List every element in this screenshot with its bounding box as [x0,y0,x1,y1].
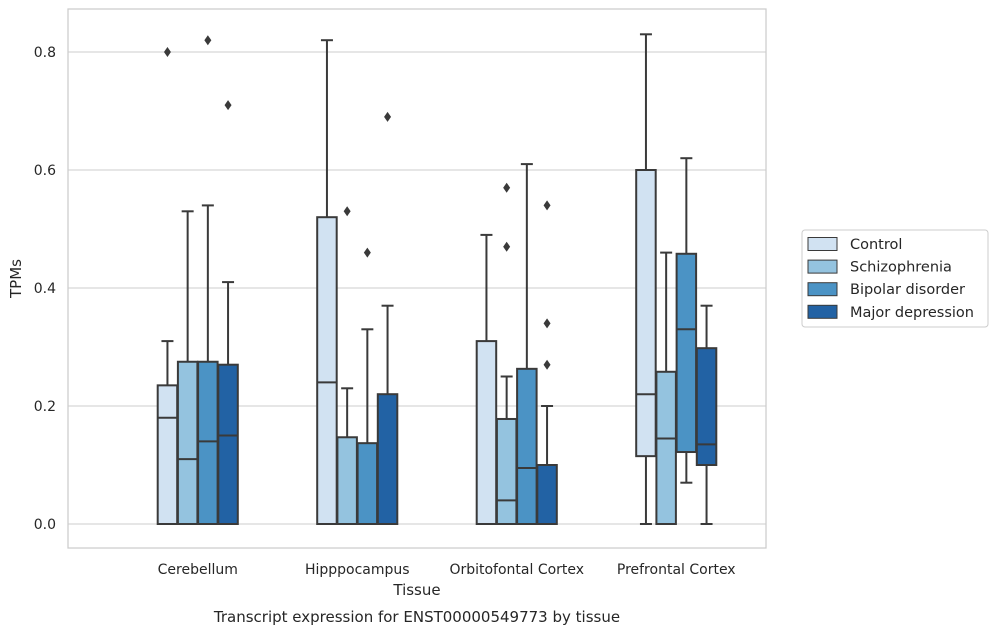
box-iqr [197,360,219,525]
outlier-marker [224,100,232,111]
box-iqr [695,347,718,466]
y-axis-ticks: 0.0 0.2 0.4 0.6 0.8 [34,45,56,533]
x-axis-label: Tissue [392,581,440,599]
box-iqr [635,169,657,458]
box-prefrontal-cortex-major-depression [695,304,718,525]
legend-label-schizophrenia: Schizophrenia [850,260,952,276]
legend-swatch-bipolar-disorder [807,282,838,297]
box-hipppocampus-control [316,39,338,525]
x-tick-label-cerebellum: Cerebellum [158,562,238,578]
box-iqr [156,384,179,525]
x-tick-label-prefrontal-cortex: Prefrontal Cortex [617,562,736,578]
outlier-marker [204,35,212,46]
box-orbitofontal-cortex-major-depression [536,200,558,525]
outlier-marker [543,359,551,370]
box-iqr [655,370,677,525]
outlier-marker [384,111,392,122]
legend-label-major-depression: Major depression [850,305,974,321]
box-iqr [376,393,399,526]
chart-caption: Transcript expression for ENST0000054977… [213,608,620,626]
box-iqr [475,340,498,525]
y-tick-label: 0.2 [34,399,56,415]
legend: Control Schizophrenia Bipolar disorder Majo… [801,229,989,328]
legend-frame [801,229,989,328]
box-iqr [536,464,558,525]
outlier-marker [363,247,371,258]
legend-label-control: Control [850,237,902,253]
box-cerebellum-major-depression [217,100,239,526]
box-prefrontal-cortex-control [635,33,657,525]
outlier-marker [543,200,551,211]
box-cerebellum-control [156,47,179,525]
y-tick-label: 0.8 [34,45,56,61]
boxes [156,33,718,526]
legend-swatch-control [807,237,838,251]
box-hipppocampus-major-depression [376,111,399,526]
box-iqr [356,442,379,526]
legend-swatch-schizophrenia [807,259,838,274]
x-tick-label-orbitofontal-cortex: Orbitofontal Cortex [449,562,584,578]
outlier-marker [163,47,171,57]
box-hipppocampus-schizophrenia [336,206,358,525]
y-axis-label: TPMs [7,259,25,299]
y-tick-label: 0.0 [34,517,56,533]
outlier-marker [343,206,351,217]
box-iqr [675,252,698,454]
outlier-marker [543,318,551,329]
outlier-marker [503,241,511,252]
y-tick-label: 0.4 [34,281,56,297]
box-iqr [217,363,239,526]
box-iqr [176,360,199,525]
box-iqr [495,417,518,526]
box-orbitofontal-cortex-bipolar-disorder [516,163,538,525]
x-tick-label-hipppocampus: Hipppocampus [305,562,410,578]
outlier-marker [503,182,511,193]
x-axis-ticks: Cerebellum Hipppocampus Orbitofontal Corte… [158,562,736,578]
box-iqr [316,216,338,525]
y-tick-label: 0.6 [34,163,56,179]
legend-swatch-major-depression [807,304,838,319]
box-iqr [336,436,358,525]
box-iqr [516,367,538,525]
legend-label-bipolar-disorder: Bipolar disorder [850,282,965,298]
